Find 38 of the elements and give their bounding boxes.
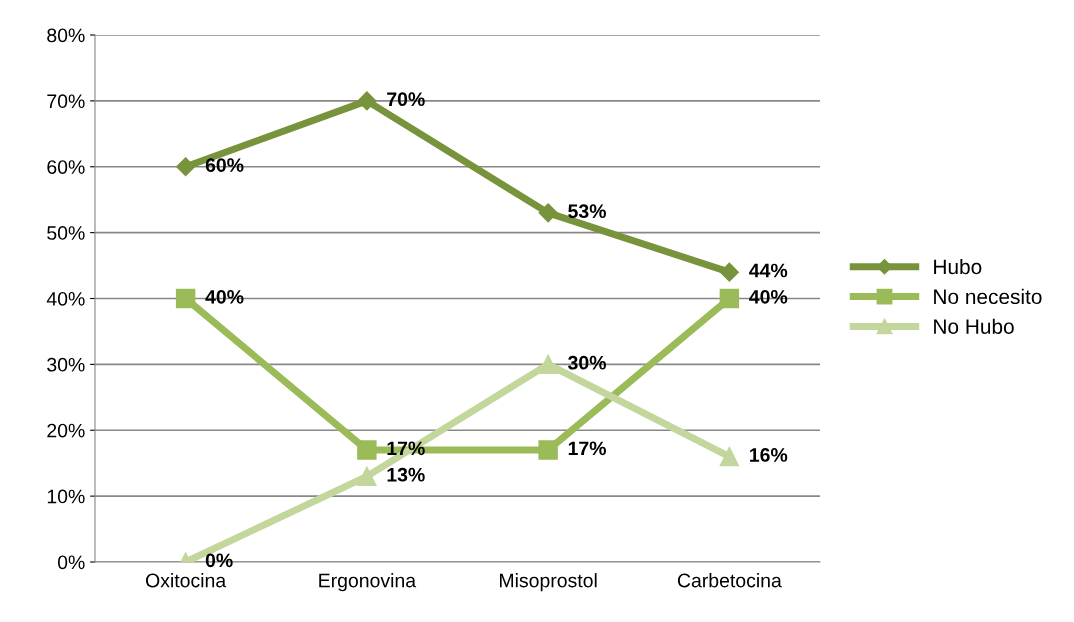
data-label: 70% [387, 92, 425, 107]
point [719, 446, 740, 467]
legend-label: No necesito [934, 288, 1042, 305]
legend-label: Hubo [934, 258, 982, 275]
y-tick-label: 10% [47, 489, 85, 504]
y-tick-label: 60% [47, 160, 85, 174]
x-tick-label: Carbetocina [677, 573, 782, 588]
data-label: 0% [205, 553, 233, 568]
data-label: 13% [387, 467, 425, 482]
point [538, 203, 558, 223]
point [357, 466, 377, 487]
data-label: 60% [205, 158, 244, 172]
data-label: 17% [568, 441, 606, 456]
point [538, 440, 558, 460]
point [357, 440, 377, 460]
legend-label: No Hubo [934, 318, 1014, 334]
data-label: 30% [568, 355, 606, 370]
y-tick-label: 50% [47, 226, 85, 240]
data-label: 16% [750, 448, 788, 462]
y-tick-label: 80% [47, 28, 85, 43]
point [719, 262, 739, 282]
x-tick-label: Oxitocina [146, 573, 227, 588]
y-tick-label: 30% [47, 357, 85, 372]
point [538, 354, 558, 375]
y-tick-label: 0% [57, 555, 85, 570]
y-tick-label: 20% [47, 423, 85, 438]
point [719, 288, 740, 309]
point [176, 157, 196, 177]
y-tick-label: 40% [46, 291, 85, 306]
point [175, 288, 196, 309]
data-label: 44% [749, 263, 788, 278]
data-label: 40% [205, 289, 244, 304]
data-label: 53% [568, 204, 606, 219]
x-tick-label: Ergonovina [319, 573, 417, 592]
data-label: 40% [749, 289, 788, 304]
x-tick-label: Misoprostol [500, 573, 597, 592]
point [357, 91, 377, 111]
y-tick-label: 70% [47, 94, 85, 109]
